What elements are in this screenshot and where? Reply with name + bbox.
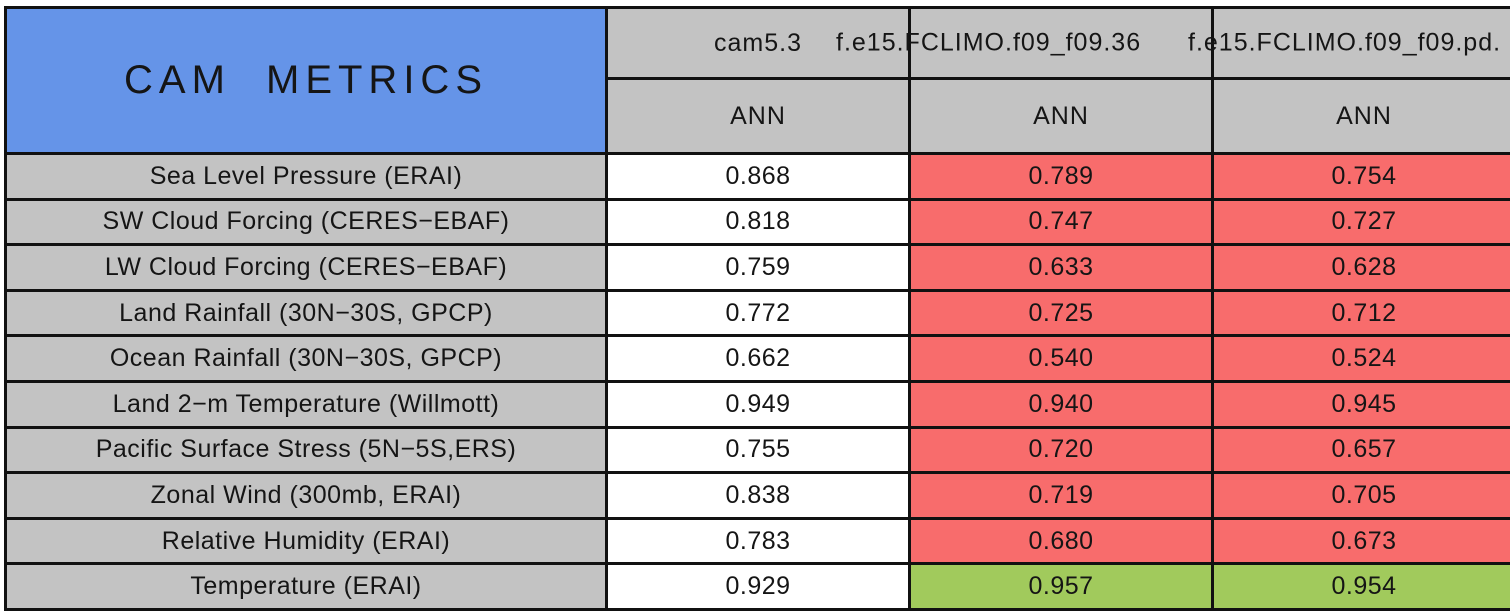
value-cell: 0.720 xyxy=(911,428,1211,472)
table-title: CAM METRICS xyxy=(7,9,605,152)
value-cell: 0.945 xyxy=(1214,382,1510,426)
value-cell: 0.747 xyxy=(911,200,1211,244)
metric-label: Relative Humidity (ERAI) xyxy=(7,519,605,563)
value-cell: 0.727 xyxy=(1214,200,1510,244)
run-header-cam53: cam5.3 xyxy=(608,9,908,77)
value-cell: 0.940 xyxy=(911,382,1211,426)
value-cell: 0.712 xyxy=(1214,291,1510,335)
metric-label: LW Cloud Forcing (CERES−EBAF) xyxy=(7,246,605,289)
value-cell: 0.929 xyxy=(608,565,908,608)
value-cell: 0.673 xyxy=(1214,519,1510,563)
metric-label: Zonal Wind (300mb, ERAI) xyxy=(7,474,605,517)
metric-label: Ocean Rainfall (30N−30S, GPCP) xyxy=(7,337,605,380)
value-cell: 0.954 xyxy=(1214,565,1510,608)
metric-label: SW Cloud Forcing (CERES−EBAF) xyxy=(7,200,605,244)
run-header-fclimo-pd: f.e15.FCLIMO.f09_f09.pd. xyxy=(1188,9,1510,77)
value-cell: 0.719 xyxy=(911,474,1211,517)
run-header-label: f.e15.FCLIMO.f09_f09.pd. xyxy=(1188,28,1502,57)
value-cell: 0.789 xyxy=(911,155,1211,198)
value-cell: 0.759 xyxy=(608,246,908,289)
metric-label: Land Rainfall (30N−30S, GPCP) xyxy=(7,291,605,335)
value-cell: 0.754 xyxy=(1214,155,1510,198)
value-cell: 0.957 xyxy=(911,565,1211,608)
value-cell: 0.838 xyxy=(608,474,908,517)
metric-label: Land 2−m Temperature (Willmott) xyxy=(7,382,605,426)
value-cell: 0.540 xyxy=(911,337,1211,380)
value-cell: 0.524 xyxy=(1214,337,1510,380)
metric-label: Temperature (ERAI) xyxy=(7,565,605,608)
value-cell: 0.949 xyxy=(608,382,908,426)
value-cell: 0.868 xyxy=(608,155,908,198)
season-header: ANN xyxy=(608,80,908,152)
run-header-label: cam5.3 xyxy=(714,28,802,57)
value-cell: 0.657 xyxy=(1214,428,1510,472)
value-cell: 0.783 xyxy=(608,519,908,563)
value-cell: 0.680 xyxy=(911,519,1211,563)
value-cell: 0.755 xyxy=(608,428,908,472)
run-header-fclimo-36: f.e15.FCLIMO.f09_f09.36 xyxy=(836,9,1211,77)
value-cell: 0.772 xyxy=(608,291,908,335)
value-cell: 0.662 xyxy=(608,337,908,380)
value-cell: 0.628 xyxy=(1214,246,1510,289)
metric-label: Sea Level Pressure (ERAI) xyxy=(7,155,605,198)
run-header-label: f.e15.FCLIMO.f09_f09.36 xyxy=(836,28,1142,57)
value-cell: 0.725 xyxy=(911,291,1211,335)
cam-metrics-table: CAM METRICS cam5.3 f.e15.FCLIMO.f09_f09.… xyxy=(4,6,1510,611)
season-header: ANN xyxy=(911,80,1211,152)
value-cell: 0.705 xyxy=(1214,474,1510,517)
value-cell: 0.633 xyxy=(911,246,1211,289)
season-header: ANN xyxy=(1214,80,1510,152)
metric-label: Pacific Surface Stress (5N−5S,ERS) xyxy=(7,428,605,472)
value-cell: 0.818 xyxy=(608,200,908,244)
